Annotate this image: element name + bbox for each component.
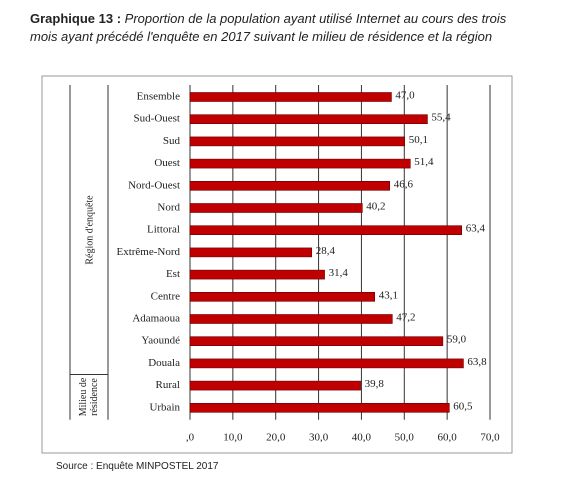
chart-title: Proportion de la population ayant utilis…	[30, 11, 507, 44]
value-label: 47,0	[395, 90, 415, 102]
category-label: Littoral	[147, 224, 180, 236]
category-label: Nord-Ouest	[128, 179, 180, 191]
bar	[189, 158, 411, 169]
bar	[189, 402, 450, 413]
x-tick-label: 10,0	[223, 431, 243, 443]
x-tick-label: 60,0	[438, 431, 458, 443]
bar	[189, 181, 391, 191]
value-label: 40,2	[366, 201, 385, 213]
value-label: 50,1	[409, 134, 428, 146]
bar	[189, 269, 325, 280]
value-label: 47,2	[396, 312, 415, 324]
category-label: Centre	[151, 290, 180, 302]
bar	[189, 336, 444, 347]
value-label: 60,5	[453, 400, 473, 412]
value-label: 39,8	[365, 378, 385, 390]
x-tick-label: ,0	[186, 431, 195, 443]
category-label: Extrême-Nord	[116, 246, 180, 258]
bar	[189, 358, 464, 369]
value-label: 51,4	[414, 156, 434, 168]
bar	[189, 114, 428, 124]
value-label: 63,8	[467, 356, 487, 368]
category-label: Nord	[157, 202, 180, 214]
category-label: Adamaoua	[132, 313, 180, 325]
bar	[189, 225, 463, 235]
value-label: 31,4	[329, 267, 349, 279]
bar	[189, 380, 361, 391]
title-prefix: Graphique 13 :	[30, 11, 122, 26]
title-block: Graphique 13 : Proportion de la populati…	[30, 10, 530, 46]
value-label: 46,6	[394, 178, 414, 190]
value-label: 55,4	[431, 112, 451, 124]
x-tick-label: 40,0	[352, 431, 372, 443]
source: Source : Enquête MINPOSTEL 2017	[56, 461, 219, 472]
category-label: Ensemble	[137, 91, 180, 103]
value-label: 59,0	[447, 334, 467, 346]
group-label: Région d'enquête	[83, 195, 95, 265]
bar	[189, 247, 313, 258]
category-label: Rural	[156, 379, 180, 391]
x-tick-label: 30,0	[309, 431, 329, 443]
x-tick-label: 50,0	[395, 431, 415, 443]
value-label: 43,1	[379, 289, 398, 301]
category-label: Sud	[163, 135, 181, 147]
category-label: Yaoundé	[141, 335, 180, 347]
bar	[189, 92, 392, 102]
x-tick-label: 70,0	[480, 431, 500, 443]
group-label: Milieu de résidence	[77, 377, 100, 416]
category-label: Urbain	[149, 401, 180, 413]
bar	[189, 203, 363, 213]
value-label: 63,4	[466, 223, 486, 235]
bar	[189, 136, 406, 147]
category-label: Ouest	[154, 157, 180, 169]
category-label: Est	[166, 268, 180, 280]
category-label: Douala	[148, 357, 180, 369]
bar	[189, 291, 376, 302]
bar	[189, 314, 393, 324]
category-label: Sud-Ouest	[134, 113, 180, 125]
x-tick-label: 20,0	[266, 431, 286, 443]
value-label: 28,4	[316, 245, 336, 257]
chart-frame	[41, 75, 513, 454]
